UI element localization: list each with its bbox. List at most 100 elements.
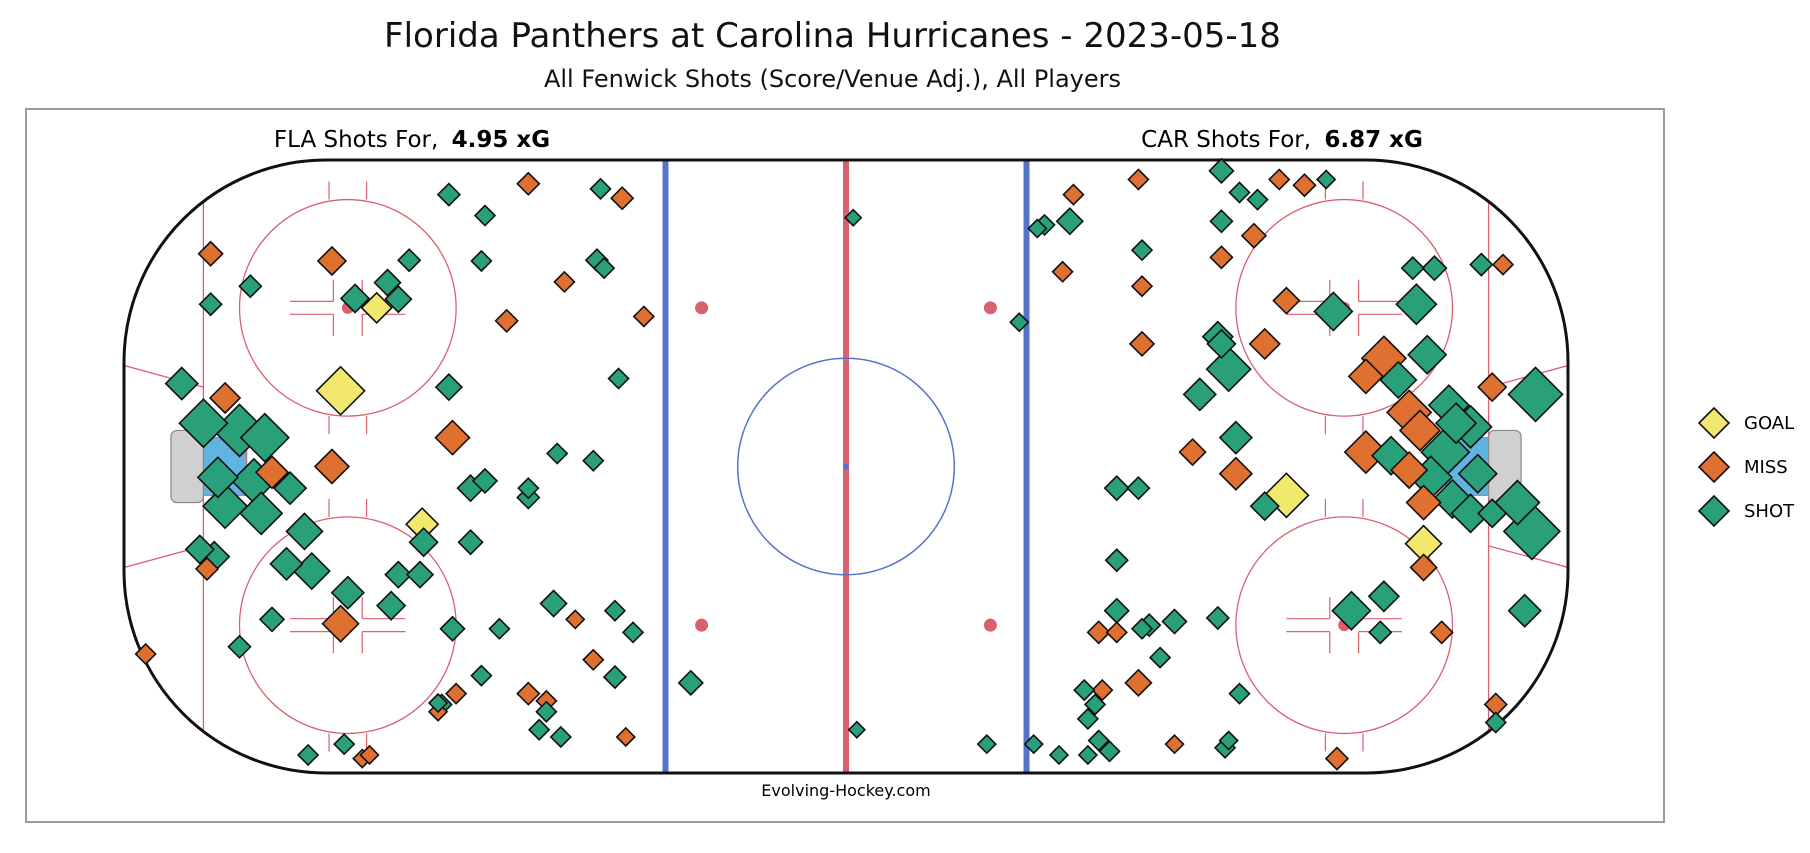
fla-shot-marker bbox=[439, 615, 466, 642]
legend-shot-marker bbox=[1697, 494, 1731, 528]
fla-miss-marker bbox=[197, 240, 224, 267]
chart-subtitle: All Fenwick Shots (Score/Venue Adj.), Al… bbox=[543, 65, 1122, 93]
fla-shot-marker bbox=[376, 590, 407, 621]
car-label: CAR Shots For, 6.87 xG bbox=[1141, 127, 1423, 153]
fla-shot-marker bbox=[384, 285, 413, 314]
fla-shot-marker bbox=[471, 467, 499, 495]
fla-miss-marker bbox=[321, 604, 360, 643]
car-shot-marker bbox=[1077, 744, 1099, 766]
fla-miss-marker bbox=[553, 270, 576, 294]
rink-boards bbox=[122, 158, 1570, 775]
car-shot-marker bbox=[1228, 682, 1251, 705]
car-shot-marker bbox=[1182, 377, 1217, 412]
fla-shot-marker bbox=[677, 669, 704, 696]
car-shot-marker bbox=[1457, 453, 1498, 494]
fla-miss-marker bbox=[494, 308, 519, 333]
car-shot-marker bbox=[1098, 740, 1121, 763]
fla-goal-marker bbox=[315, 365, 366, 416]
fla-shot-marker bbox=[239, 412, 290, 463]
fla-shot-marker bbox=[269, 546, 304, 581]
fla-shot-marker bbox=[436, 182, 462, 207]
fla-shot-marker bbox=[473, 204, 497, 227]
car-shot-marker bbox=[1400, 256, 1425, 281]
car-miss-marker bbox=[1248, 327, 1281, 361]
car-shot-marker bbox=[1087, 729, 1110, 752]
car-miss-marker bbox=[1209, 245, 1234, 270]
car-shot-marker bbox=[1218, 420, 1254, 455]
car-miss-marker bbox=[1051, 260, 1074, 283]
fla-shot-marker bbox=[198, 292, 223, 317]
fla-shot-marker bbox=[164, 366, 199, 401]
car-miss-marker bbox=[1347, 358, 1384, 395]
chart-title: Florida Panthers at Carolina Hurricanes … bbox=[384, 16, 1281, 56]
credit-text: Evolving-Hockey.com bbox=[761, 781, 930, 800]
car-miss-marker bbox=[1124, 668, 1153, 697]
car-shot-marker bbox=[1205, 346, 1252, 393]
fla-miss-marker bbox=[359, 744, 380, 766]
car-shot-marker bbox=[1368, 620, 1393, 645]
fla-shot-marker bbox=[196, 456, 239, 499]
fla-miss-marker bbox=[582, 648, 605, 671]
car-label-prefix: CAR Shots For, bbox=[1141, 127, 1311, 153]
fla-miss-marker bbox=[254, 455, 290, 490]
car-miss-marker bbox=[1429, 620, 1454, 645]
car-miss-marker bbox=[1292, 173, 1317, 198]
fla-shot-marker bbox=[238, 274, 263, 299]
legend-goal-label: GOAL bbox=[1744, 413, 1794, 434]
fla-shot-marker bbox=[488, 617, 511, 640]
fla-miss-marker bbox=[632, 305, 655, 328]
car-shot-marker bbox=[1249, 491, 1280, 522]
fla-label-prefix: FLA Shots For, bbox=[274, 127, 438, 153]
car-shot-marker bbox=[1103, 475, 1130, 502]
car-shot-marker bbox=[1507, 366, 1564, 423]
car-xg: 6.87 xG bbox=[1324, 127, 1422, 153]
fla-shot-marker bbox=[178, 398, 229, 449]
car-miss-marker bbox=[1409, 553, 1438, 582]
fla-shot-marker bbox=[427, 692, 449, 714]
car-miss-marker bbox=[1405, 484, 1442, 521]
fla-shot-marker bbox=[457, 529, 484, 556]
car-shot-marker bbox=[1209, 209, 1234, 234]
fla-miss-marker bbox=[208, 381, 242, 415]
car-shot-marker bbox=[1367, 580, 1401, 613]
car-shot-marker bbox=[1432, 478, 1473, 520]
car-miss-marker bbox=[1128, 330, 1156, 358]
car-shot-marker bbox=[1205, 605, 1230, 631]
car-miss-marker bbox=[1343, 429, 1388, 475]
fla-shot-marker bbox=[408, 527, 439, 558]
plot-frame bbox=[25, 108, 1665, 823]
neutral-faceoff-dot bbox=[695, 618, 709, 632]
car-shot-marker bbox=[1148, 646, 1172, 669]
legend-shot-label: SHOT bbox=[1744, 501, 1795, 522]
car-shot-marker bbox=[1206, 328, 1237, 360]
car-shot-marker bbox=[1477, 498, 1508, 529]
fla-shot-marker bbox=[296, 743, 320, 767]
car-shot-marker bbox=[1027, 218, 1048, 239]
center-faceoff-dot bbox=[843, 463, 849, 470]
fla-label: FLA Shots For, 4.95 xG bbox=[274, 127, 550, 153]
car-shot-marker bbox=[1055, 207, 1084, 236]
fla-shot-marker bbox=[384, 560, 413, 589]
center-circle bbox=[736, 357, 956, 576]
car-miss-marker bbox=[1164, 734, 1185, 755]
fla-miss-marker bbox=[516, 681, 541, 706]
fla-xg: 4.95 xG bbox=[452, 127, 550, 153]
fla-shot-marker bbox=[621, 621, 645, 644]
fla-miss-marker bbox=[610, 186, 635, 211]
car-shot-marker bbox=[1130, 239, 1154, 262]
car-miss-marker bbox=[1240, 222, 1268, 249]
car-shot-marker bbox=[1331, 590, 1372, 631]
car-shot-marker bbox=[1228, 181, 1251, 204]
car-miss-marker bbox=[1218, 456, 1254, 491]
fla-shot-marker bbox=[549, 725, 572, 749]
faceoff-circle bbox=[238, 198, 457, 417]
car-shot-marker bbox=[1507, 593, 1542, 628]
car-shot-marker bbox=[1379, 360, 1418, 400]
car-miss-marker bbox=[1062, 183, 1085, 206]
car-shot-marker bbox=[976, 734, 997, 755]
fla-shot-marker bbox=[184, 534, 215, 565]
car-shot-marker bbox=[1407, 334, 1448, 375]
fla-miss-marker bbox=[565, 609, 586, 630]
legend-miss-label: MISS bbox=[1744, 457, 1788, 478]
